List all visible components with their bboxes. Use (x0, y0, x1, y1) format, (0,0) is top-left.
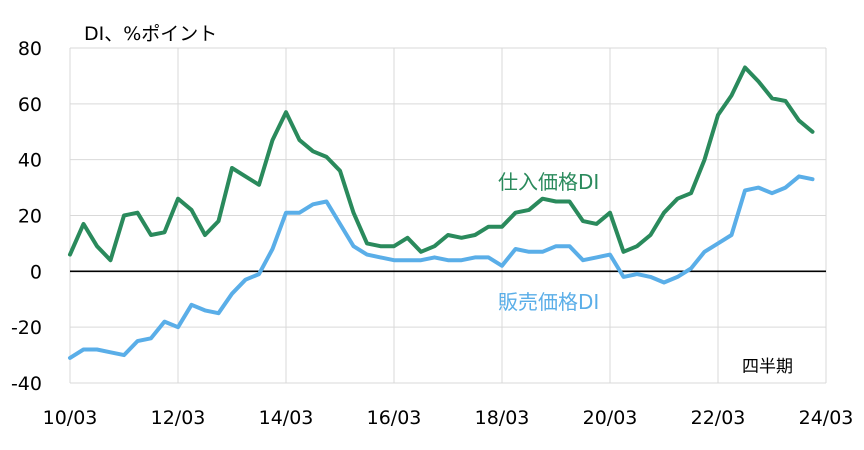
y-tick-label: 60 (18, 94, 42, 116)
y-tick-label: 0 (30, 261, 42, 283)
series-group (70, 68, 813, 358)
y-axis-ticks: 80 60 40 20 0 -20 -40 (11, 38, 42, 395)
x-tick-label: 22/03 (691, 407, 746, 429)
y-tick-label: 80 (18, 38, 42, 60)
period-label: 四半期 (742, 357, 793, 377)
series-label-purchase: 仕入価格DI (498, 170, 599, 194)
x-axis-ticks: 10/03 12/03 14/03 16/03 18/03 20/03 22/03 24/03 (43, 407, 854, 429)
x-tick-label: 14/03 (259, 407, 314, 429)
y-tick-label: -20 (11, 317, 42, 339)
x-tick-label: 10/03 (43, 407, 98, 429)
series-line-purchase (70, 68, 813, 261)
y-tick-label: 20 (18, 206, 42, 228)
x-tick-label: 16/03 (367, 407, 422, 429)
x-tick-label: 12/03 (151, 407, 206, 429)
y-tick-label: -40 (11, 373, 42, 395)
x-tick-label: 18/03 (475, 407, 530, 429)
series-label-sales: 販売価格DI (498, 290, 599, 314)
x-tick-label: 20/03 (583, 407, 638, 429)
grid (70, 48, 826, 383)
y-tick-label: 40 (18, 150, 42, 172)
x-tick-label: 24/03 (799, 407, 854, 429)
unit-label: DI、%ポイント (84, 23, 217, 45)
